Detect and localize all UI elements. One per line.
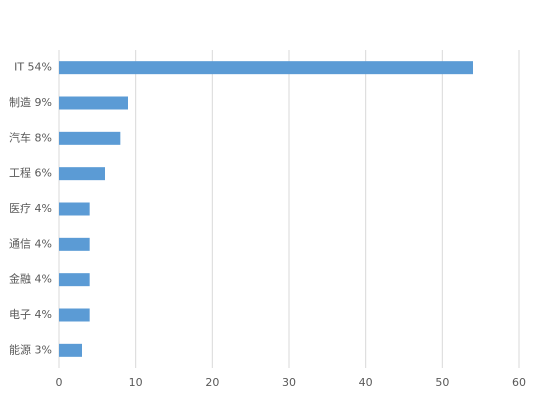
y-tick-label: 能源 3% [9, 342, 52, 356]
bar [59, 96, 128, 110]
x-tick-label: 50 [435, 376, 449, 389]
y-tick-label: 制造 9% [9, 95, 52, 109]
y-tick-label: 工程 6% [9, 167, 52, 180]
x-tick-label: 40 [359, 376, 373, 389]
y-tick-label: 电子 4% [9, 308, 52, 321]
y-tick-label: 通信 4% [9, 237, 52, 250]
bar [59, 308, 90, 322]
bar [59, 237, 90, 251]
bar [59, 202, 90, 216]
y-tick-label: 汽车 8% [9, 130, 52, 144]
x-tick-label: 0 [56, 376, 63, 389]
bar [59, 343, 82, 357]
bar [59, 61, 473, 75]
y-tick-label: IT 54% [14, 61, 52, 74]
x-tick-label: 60 [512, 376, 526, 389]
bar [59, 273, 90, 287]
bar [59, 167, 105, 181]
x-tick-label: 10 [129, 376, 143, 389]
bar [59, 131, 121, 145]
y-tick-label: 医疗 4% [9, 201, 52, 215]
y-tick-label: 金融 4% [9, 272, 52, 286]
x-tick-label: 30 [282, 376, 296, 389]
x-tick-label: 20 [205, 376, 219, 389]
